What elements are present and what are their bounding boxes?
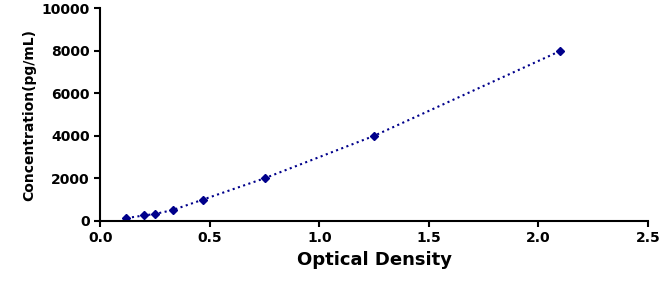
X-axis label: Optical Density: Optical Density: [297, 251, 452, 269]
Y-axis label: Concentration(pg/mL): Concentration(pg/mL): [22, 29, 36, 201]
